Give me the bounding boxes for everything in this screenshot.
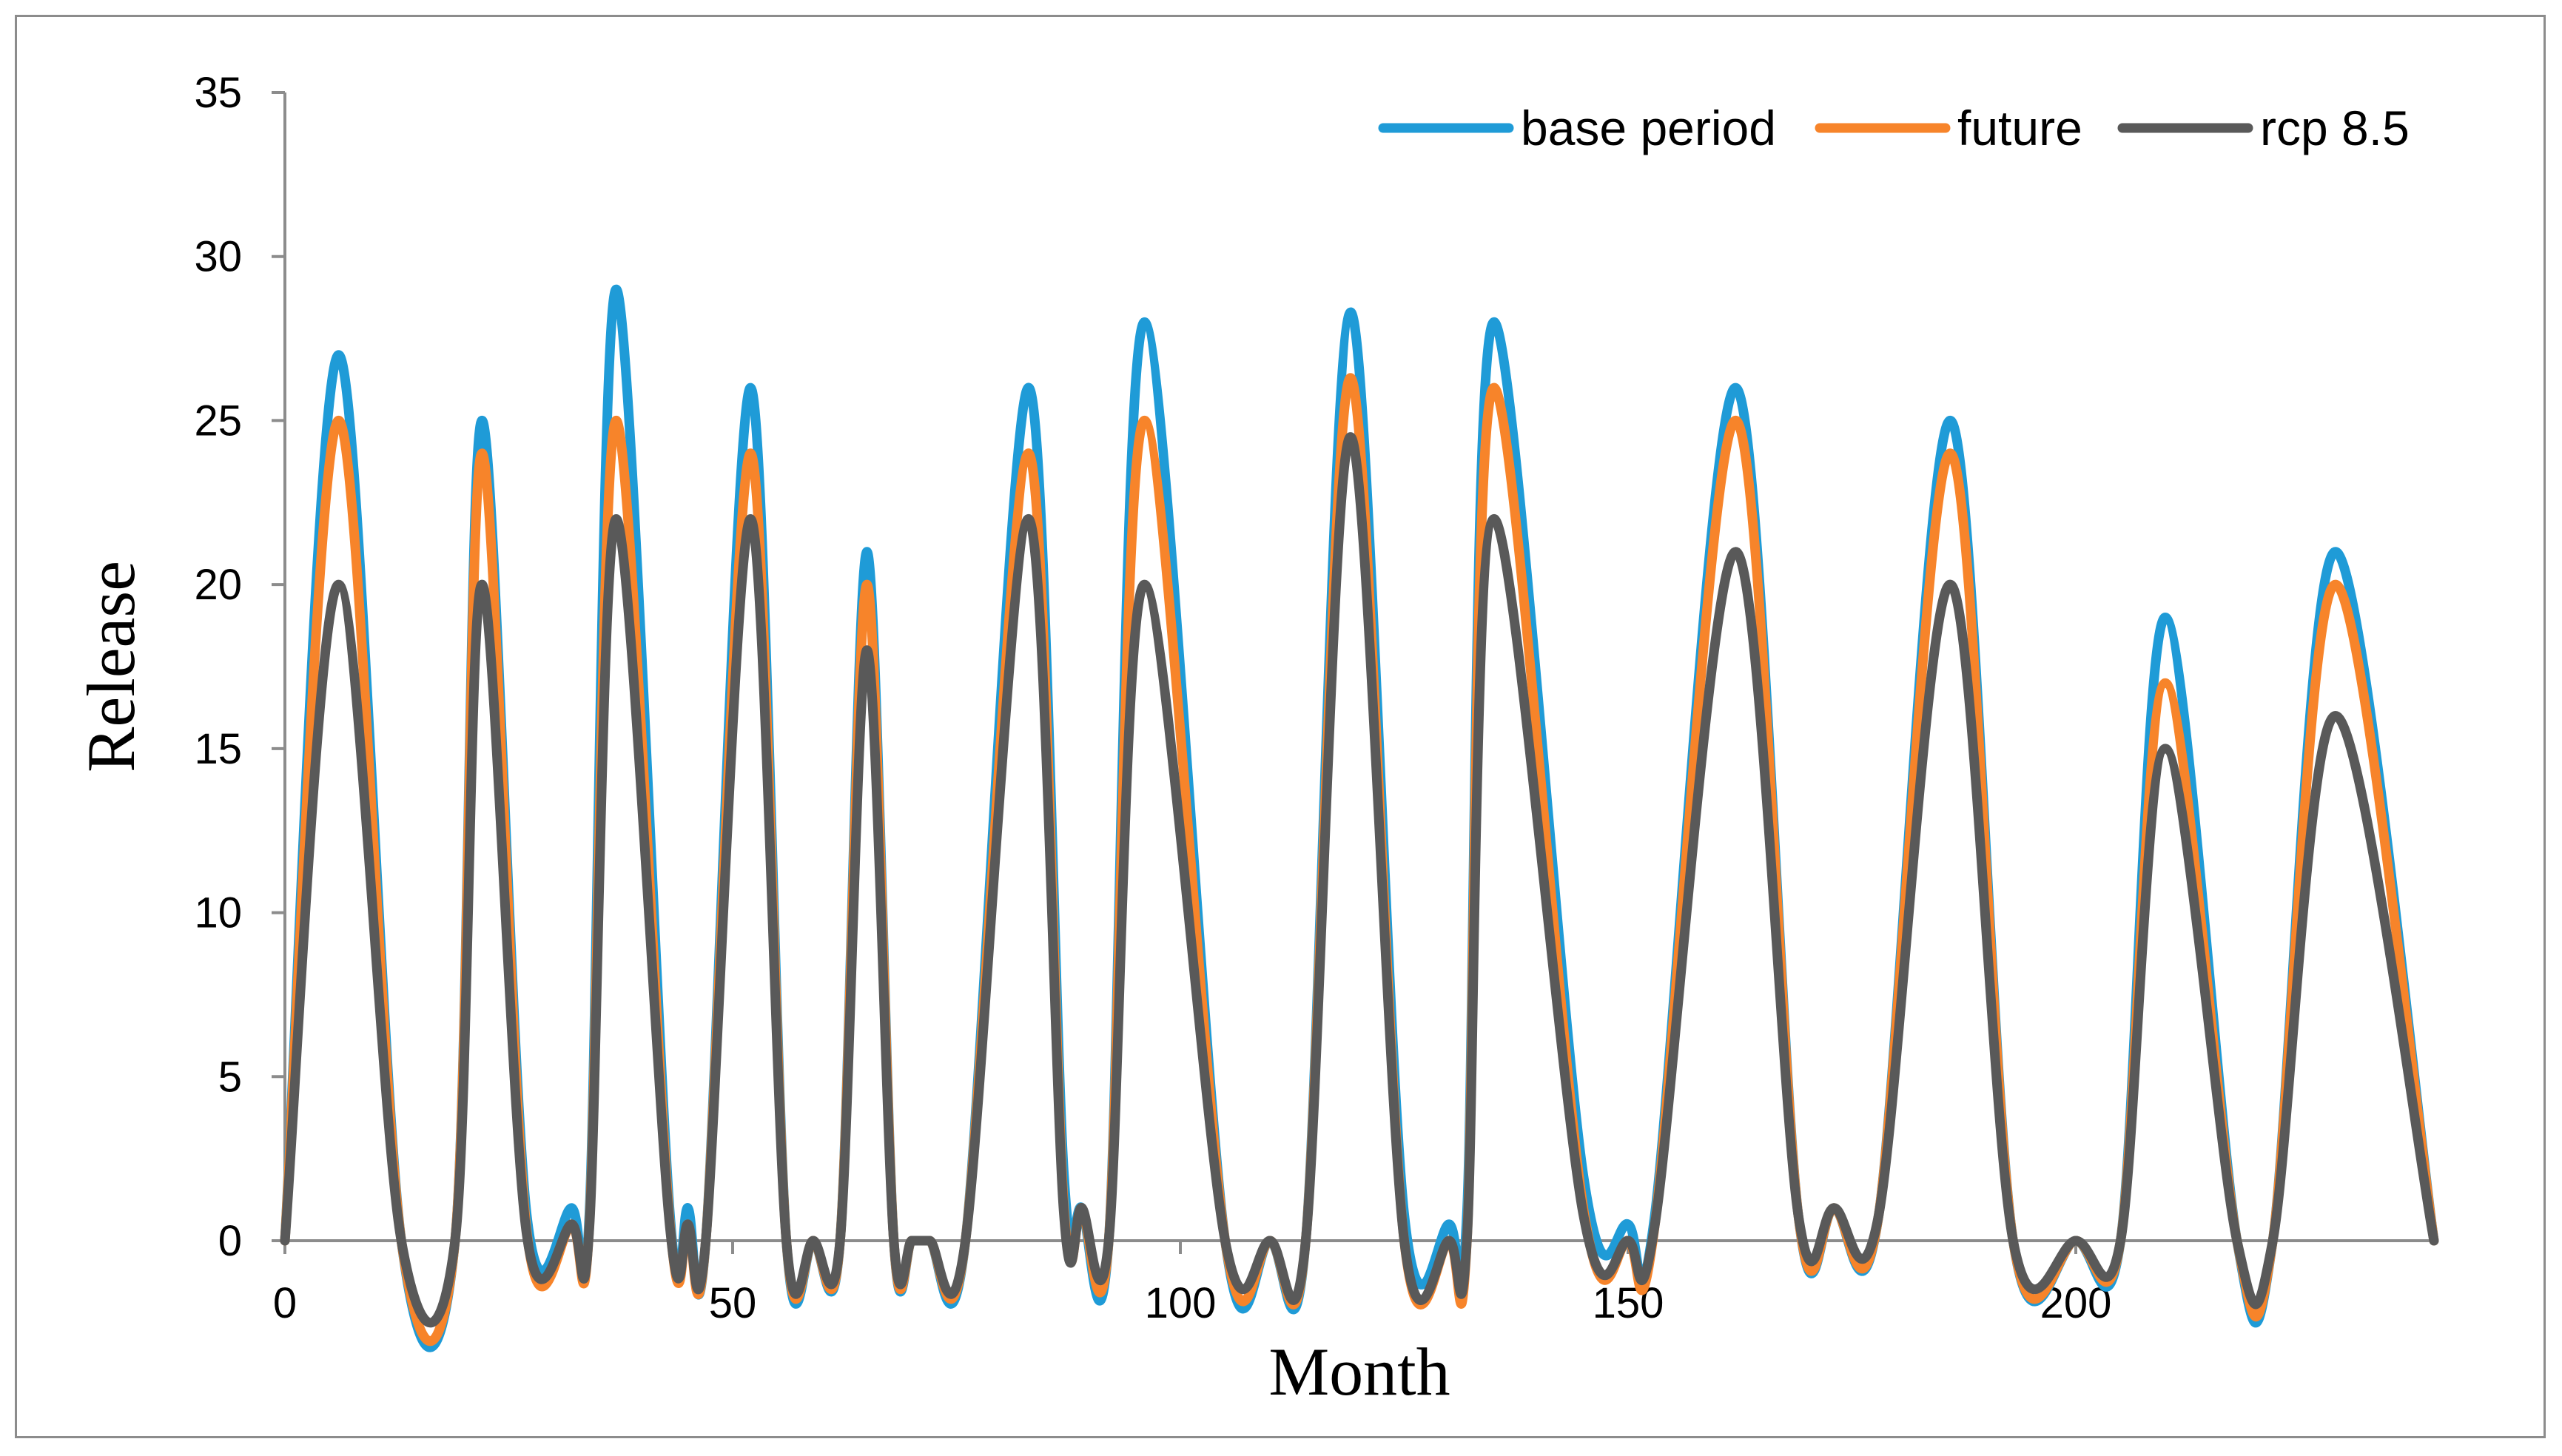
y-tick-label: 30 xyxy=(194,233,242,281)
y-tick-label: 0 xyxy=(218,1217,242,1265)
x-axis-title: Month xyxy=(1268,1334,1450,1409)
x-tick-label: 100 xyxy=(1145,1279,1217,1327)
legend-item: future xyxy=(1815,101,2082,155)
legend-label: rcp 8.5 xyxy=(2260,101,2410,155)
x-tick-label: 50 xyxy=(709,1279,757,1327)
series-line xyxy=(280,432,2439,1328)
y-tick-label: 10 xyxy=(194,889,242,937)
y-tick-label: 15 xyxy=(194,725,242,773)
legend: base period future rcp 8.5 xyxy=(1378,101,2410,155)
y-axis-title: Release xyxy=(73,561,149,772)
y-tick-label: 35 xyxy=(194,69,242,117)
legend-label: future xyxy=(1957,101,2082,155)
y-tick-label: 25 xyxy=(194,397,242,445)
y-tick-label: 5 xyxy=(218,1053,242,1101)
series-rcp-8-5 xyxy=(280,432,2439,1328)
legend-item: base period xyxy=(1378,101,1776,155)
series-group xyxy=(280,284,2439,1352)
y-tick-label: 20 xyxy=(194,561,242,609)
x-tick-label: 0 xyxy=(273,1279,297,1327)
legend-item: rcp 8.5 xyxy=(2117,101,2410,155)
chart-area: 0 5 10 15 20 25 30 35 0 50 100 150 200 base period fu… xyxy=(15,15,2546,1438)
legend-label: base period xyxy=(1521,101,1776,155)
x-tick-label: 150 xyxy=(1593,1279,1664,1327)
